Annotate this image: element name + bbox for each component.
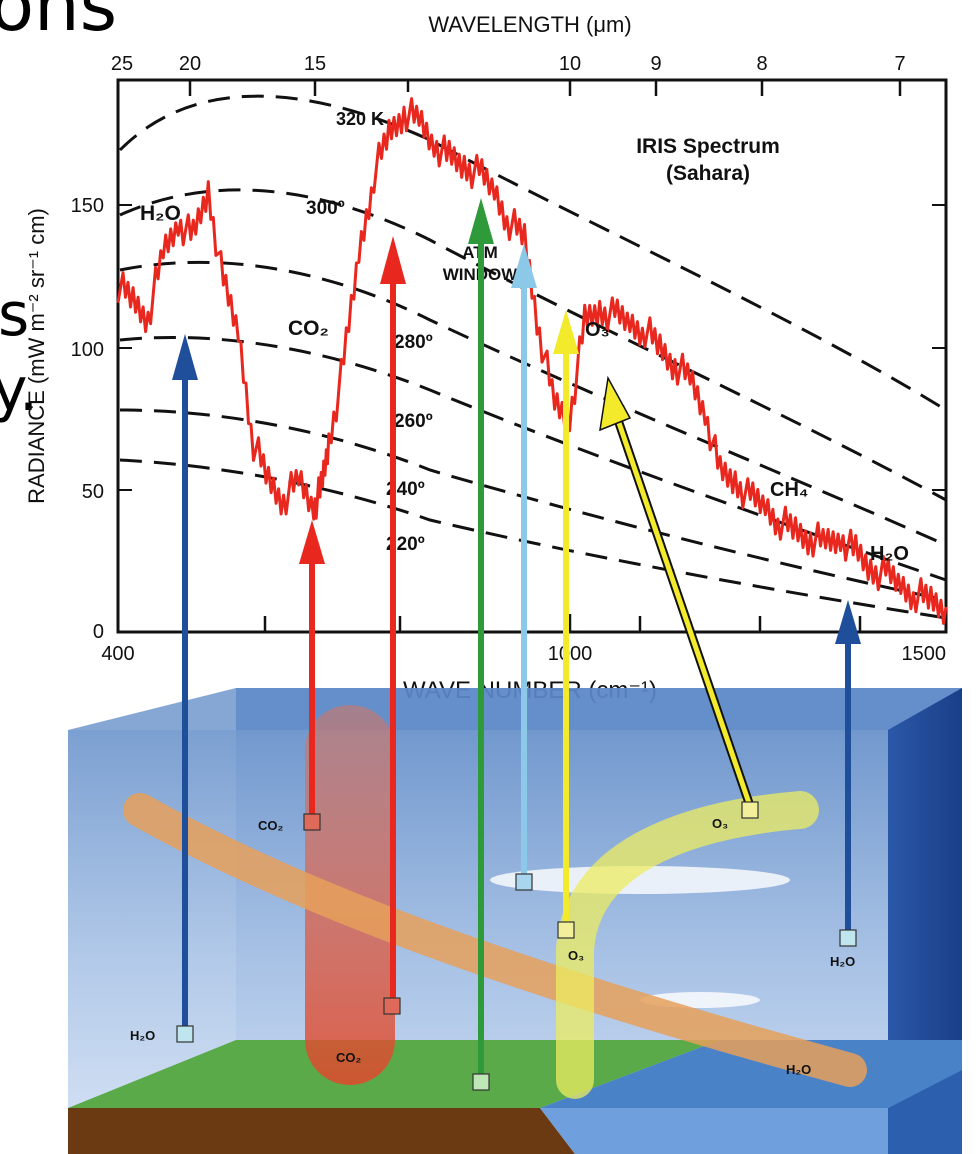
blackbody-curve-280 bbox=[119, 260, 947, 547]
top-tick: 8 bbox=[756, 53, 767, 75]
chart-title-line1: IRIS Spectrum bbox=[636, 135, 780, 158]
h2o-arrow-left-head bbox=[172, 334, 198, 380]
top-axis-label: WAVELENGTH (μm) bbox=[428, 12, 631, 37]
left-tick: 0 bbox=[93, 621, 104, 643]
blackbody-label-320k: 320 K bbox=[336, 109, 384, 129]
bottom-tick: 1500 bbox=[902, 643, 947, 665]
band-label-ch4: CH₄ bbox=[770, 479, 808, 501]
co2-arrow-low-head bbox=[299, 520, 325, 564]
bottom-tick: 400 bbox=[101, 643, 134, 665]
blackbody-curve-220 bbox=[119, 458, 947, 620]
cloud-cube bbox=[515, 873, 533, 891]
co2-cube-low bbox=[383, 997, 401, 1015]
blackbody-curve-320k bbox=[118, 94, 947, 412]
window-cube bbox=[472, 1073, 490, 1091]
chart-title-line2: (Sahara) bbox=[666, 162, 750, 185]
co2-cube bbox=[303, 813, 321, 831]
top-tick: 20 bbox=[179, 53, 201, 75]
label-o3-upper: O₃ bbox=[712, 816, 728, 831]
o3-arrow-diagonal-head bbox=[599, 375, 632, 432]
top-tick: 15 bbox=[304, 53, 326, 75]
label-o3-lower: O₃ bbox=[568, 948, 584, 963]
left-tick: 100 bbox=[71, 339, 104, 361]
blackbody-curve-260 bbox=[119, 335, 947, 582]
left-tick-marks bbox=[118, 204, 946, 491]
soil-layer bbox=[68, 1108, 575, 1154]
top-tick: 7 bbox=[894, 53, 905, 75]
bottom-tick-marks bbox=[263, 614, 862, 632]
chart-frame bbox=[116, 78, 948, 634]
band-label-co2: CO₂ bbox=[288, 317, 329, 340]
box-right-face bbox=[888, 688, 962, 1108]
band-label-h2o-left: H₂O bbox=[140, 202, 181, 225]
top-tick: 9 bbox=[650, 53, 661, 75]
blackbody-curve-240 bbox=[119, 408, 947, 602]
blackbody-curve-300 bbox=[119, 188, 947, 502]
spectrum-series-line bbox=[116, 97, 948, 625]
window-arrow-head bbox=[468, 198, 494, 244]
o3-cube-upper bbox=[741, 801, 759, 819]
left-axis-label: RADIANCE (mW m⁻² sr⁻¹ cm) bbox=[24, 208, 49, 504]
top-tick-marks bbox=[188, 80, 902, 96]
o3-cube-lower bbox=[557, 921, 575, 939]
molecule-cubes bbox=[176, 801, 857, 1091]
h2o-cube-right bbox=[839, 929, 857, 947]
co2-arrow-high-head bbox=[380, 236, 406, 284]
h2o-arrow-right-head bbox=[835, 600, 861, 644]
header-fragment-side-1: s bbox=[0, 280, 29, 350]
label-h2o-ground: H₂O bbox=[130, 1028, 155, 1043]
header-fragment-top: ons bbox=[0, 0, 117, 47]
blackbody-label-300: 300º bbox=[306, 198, 345, 219]
label-co2-surface: CO₂ bbox=[336, 1050, 362, 1065]
left-tick: 150 bbox=[71, 195, 104, 217]
atmosphere-labels: CO₂ CO₂ H₂O O₃ O₃ H₂O H₂O bbox=[130, 816, 855, 1077]
emission-arrows bbox=[172, 198, 861, 1078]
label-co2-cube: CO₂ bbox=[258, 818, 284, 833]
water-layer bbox=[540, 1108, 888, 1154]
spectrum-chart: WAVELENGTH (μm) 25 20 15 10 9 8 7 RADIAN… bbox=[24, 12, 948, 704]
top-tick: 25 bbox=[111, 53, 133, 75]
top-axis-ticks: 25 20 15 10 9 8 7 bbox=[111, 53, 906, 75]
header-fragment-side-2: y. bbox=[0, 355, 38, 425]
o3-arrow-lower-head bbox=[553, 310, 579, 354]
h2o-band bbox=[123, 793, 867, 1087]
blackbody-label-280: 280º bbox=[394, 332, 433, 353]
label-h2o-right: H₂O bbox=[830, 954, 855, 969]
cloud-top-arrow-head bbox=[511, 244, 537, 288]
water-side bbox=[888, 1070, 962, 1154]
h2o-cube-ground bbox=[176, 1025, 194, 1043]
left-tick: 50 bbox=[82, 481, 104, 503]
bottom-tick: 1000 bbox=[548, 643, 593, 665]
band-label-h2o-right: H₂O bbox=[870, 543, 909, 565]
label-h2o-band: H₂O bbox=[786, 1062, 811, 1077]
atmosphere-box bbox=[68, 688, 962, 1154]
blackbody-curves bbox=[118, 94, 947, 620]
o3-arrow-diagonal bbox=[615, 419, 753, 807]
blackbody-label-260: 260º bbox=[394, 411, 433, 432]
top-tick: 10 bbox=[559, 53, 581, 75]
band-label-o3: O₃ bbox=[585, 319, 610, 341]
